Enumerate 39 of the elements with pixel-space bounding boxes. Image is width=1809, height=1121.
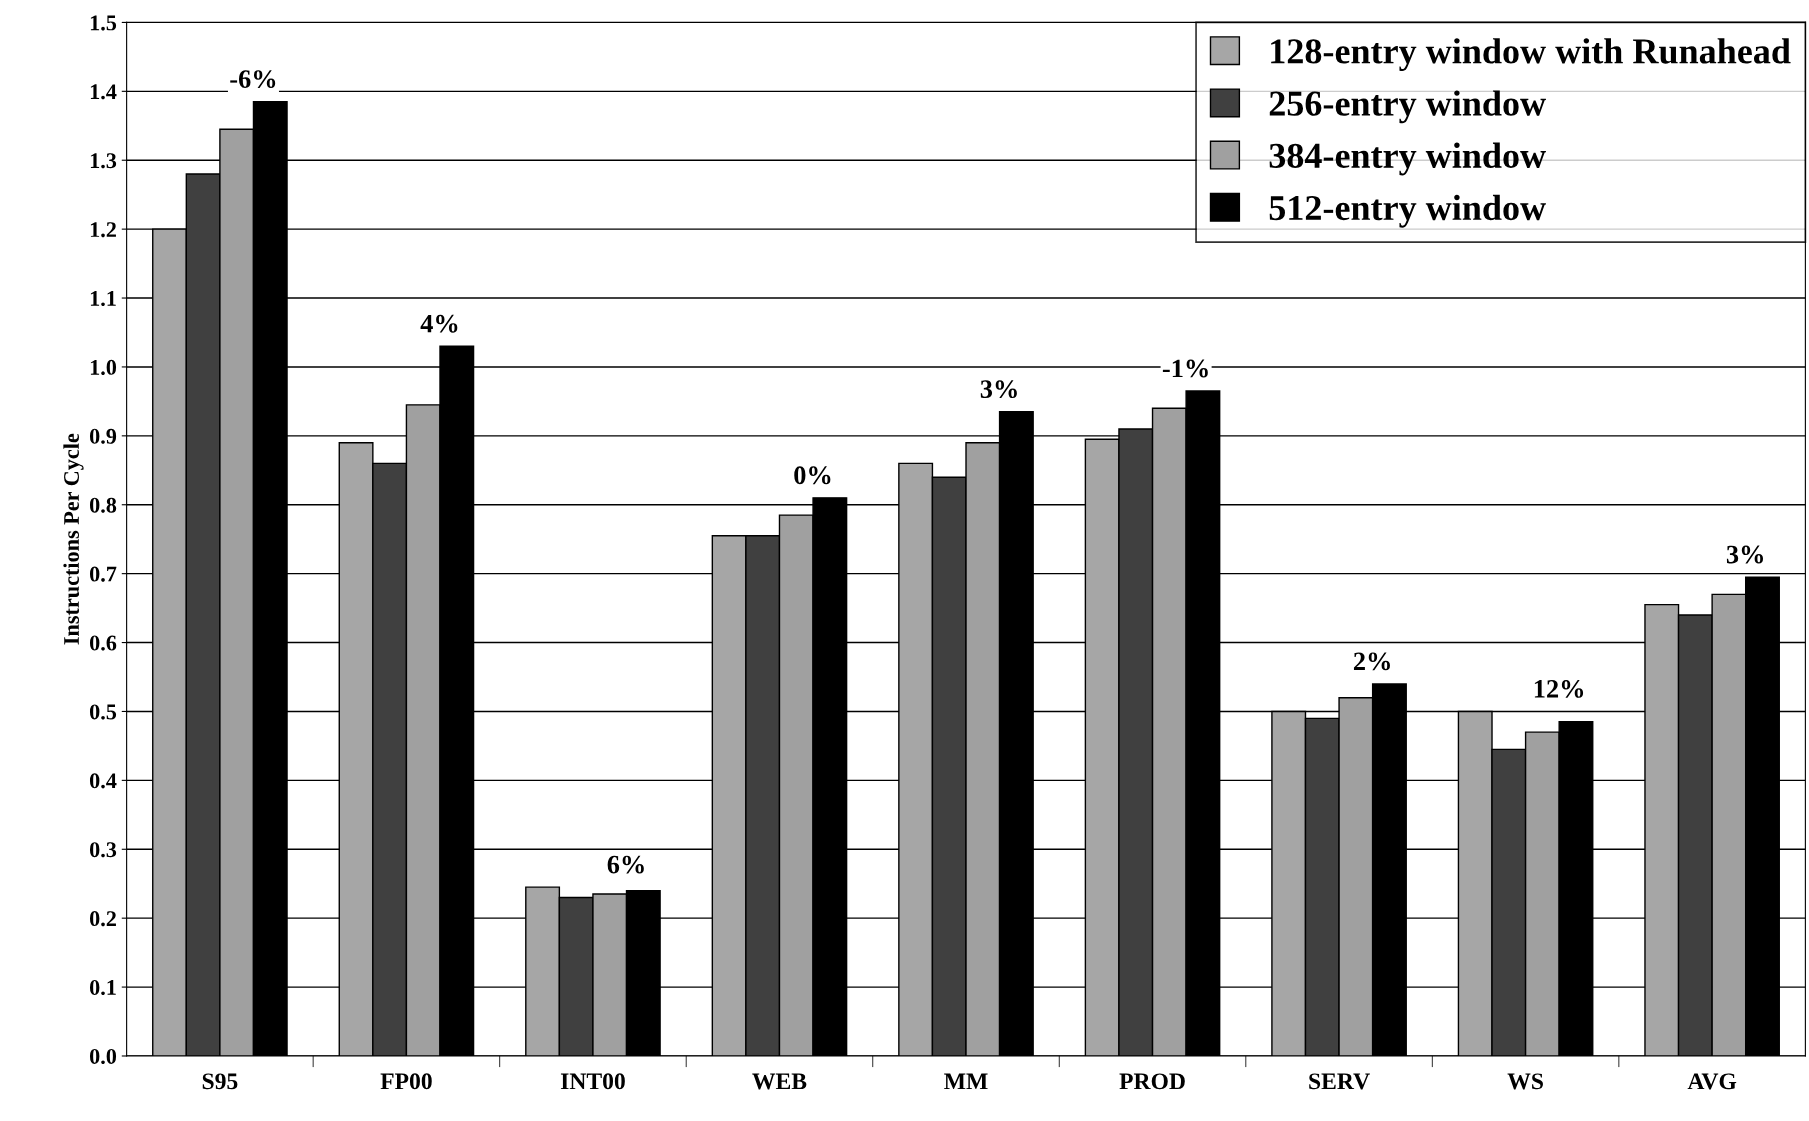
y-tick-label: 1.1 <box>90 291 116 307</box>
legend-label: 128-entry window with Runahead <box>1271 38 1791 72</box>
x-tick-label: WS <box>1507 1073 1543 1090</box>
y-axis-title: Instructions Per Cycle <box>63 433 84 645</box>
y-tick-label: 1.0 <box>90 359 117 375</box>
annotation: 6% <box>607 855 644 874</box>
y-tick-label: 1.5 <box>90 15 117 31</box>
x-tick-label: WEB <box>752 1073 807 1090</box>
annotation: 3% <box>980 380 1017 399</box>
y-tick-label: 0.7 <box>89 566 117 582</box>
y-tick-label: 0.9 <box>89 428 117 444</box>
annotation: 12% <box>1534 679 1584 698</box>
annotation: 2% <box>1353 652 1390 671</box>
y-tick-label: 0.3 <box>89 842 117 858</box>
x-tick-label: INT00 <box>560 1073 625 1090</box>
y-tick-label: 0.6 <box>89 635 117 651</box>
y-tick-label: 0.4 <box>89 773 117 789</box>
annotation: 0% <box>794 466 831 485</box>
x-tick-label: SERV <box>1309 1073 1370 1090</box>
x-tick-label: PROD <box>1119 1073 1185 1090</box>
annotation: 3% <box>1726 545 1764 564</box>
y-tick-label: 0.0 <box>89 1048 117 1065</box>
x-tick-label: FP00 <box>380 1073 432 1090</box>
y-tick-label: 0.1 <box>89 980 116 996</box>
legend-label: 256-entry window <box>1269 90 1546 124</box>
x-tick-label: MM <box>944 1073 988 1090</box>
y-tick-label: 0.8 <box>89 497 117 513</box>
x-tick-label: AVG <box>1687 1073 1737 1090</box>
legend-label: 512-entry window <box>1269 194 1546 228</box>
y-tick-label: 1.2 <box>90 222 116 238</box>
y-tick-label: 1.4 <box>90 84 117 100</box>
y-tick-label: 0.5 <box>89 704 117 720</box>
annotation: -1% <box>1162 359 1208 378</box>
annotation: 4% <box>420 314 458 333</box>
y-tick-label: 0.2 <box>89 911 116 927</box>
annotation: -6% <box>230 70 276 89</box>
y-tick-label: 1.3 <box>90 153 117 169</box>
x-tick-label: S95 <box>202 1073 238 1090</box>
legend-label: 384-entry window <box>1269 142 1546 176</box>
